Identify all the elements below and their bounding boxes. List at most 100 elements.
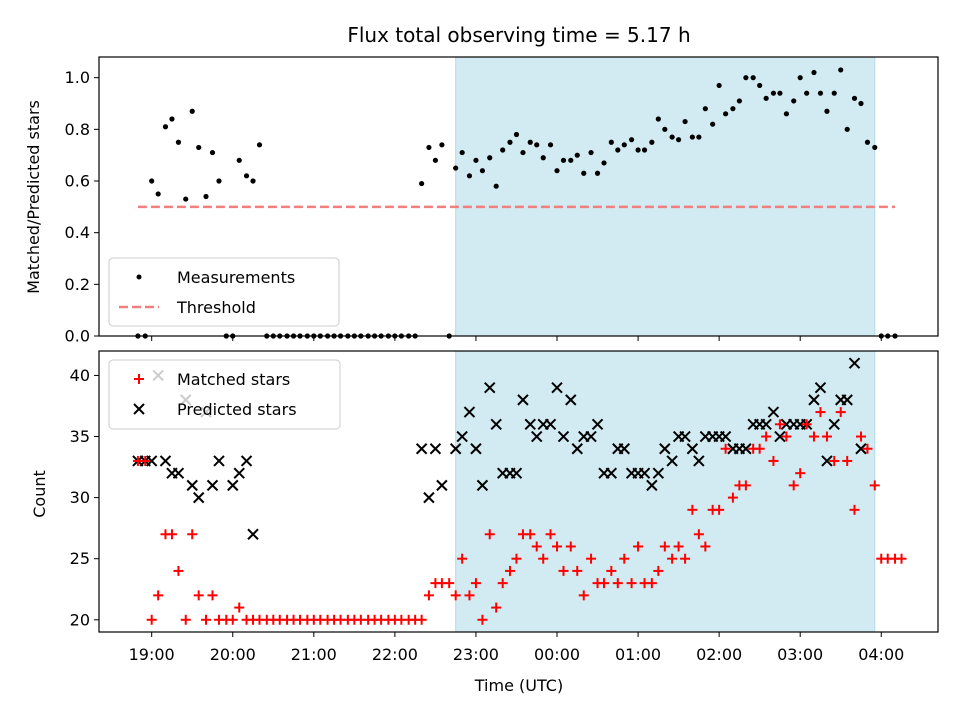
measurement-point — [560, 157, 567, 163]
predicted-x-stroke — [828, 418, 840, 431]
matched-star-point — [829, 455, 840, 466]
measurement-point — [581, 170, 587, 176]
predicted-x-stroke — [638, 467, 651, 479]
predicted-star-point — [463, 406, 476, 418]
predicted-star-point — [233, 467, 245, 479]
predicted-star-point — [821, 455, 833, 467]
predicted-star-point — [659, 443, 671, 455]
predicted-star-point — [206, 479, 219, 492]
predicted-x-stroke — [557, 430, 570, 443]
matched-star-point — [842, 455, 853, 466]
measurement-point — [256, 142, 263, 148]
matched-star-point — [849, 504, 860, 515]
matched-star-point — [774, 419, 785, 430]
bottom-legend-frame — [108, 359, 341, 430]
chart-title: Flux total observing time = 5.17 h — [347, 23, 690, 47]
bottom-y-tick-label: 25 — [70, 549, 90, 568]
measurement-point — [175, 139, 182, 145]
matched-star-point — [653, 565, 664, 576]
measurement-point — [459, 149, 465, 156]
predicted-star-point — [436, 479, 448, 492]
predicted-star-point — [517, 394, 529, 406]
matched-star-point — [477, 614, 488, 625]
matched-star-point — [484, 529, 495, 540]
predicted-star-point — [415, 443, 428, 455]
top-panel: 0.0 0.2 0.4 0.6 0.8 1.0 — [65, 56, 939, 346]
x-tick-label: 02:00 — [696, 645, 742, 664]
predicted-star-point — [227, 479, 239, 492]
predicted-x-stroke — [490, 418, 502, 431]
measurement-point — [527, 139, 533, 145]
top-y-tick-label: 0.4 — [65, 223, 90, 242]
measurement-point — [723, 111, 729, 117]
matched-star-point — [835, 407, 846, 418]
measurement-point — [763, 95, 769, 101]
legend-predicted-marker — [133, 403, 145, 415]
predicted-x-stroke — [247, 528, 259, 540]
top-y-tick-label: 0.0 — [65, 327, 90, 346]
measurement-point — [601, 160, 607, 166]
measurement-point — [851, 95, 858, 101]
measurement-point — [777, 90, 783, 96]
bottom-y-axis-label: Count — [30, 470, 49, 518]
predicted-x-stroke — [415, 443, 428, 455]
matched-star-point — [815, 407, 826, 418]
predicted-x-stroke — [679, 430, 691, 443]
measurement-point — [507, 139, 513, 145]
bottom-observing-span — [455, 350, 876, 633]
matched-star-point — [491, 602, 502, 613]
predicted-star-point — [476, 479, 489, 492]
measurement-point — [736, 98, 742, 104]
predicted-star-point — [240, 455, 253, 467]
matched-star-point — [504, 565, 515, 576]
measurement-point — [574, 152, 580, 158]
measurement-point — [594, 170, 601, 176]
measurement-point — [250, 178, 256, 184]
predicted-star-point — [760, 418, 772, 431]
predicted-x-stroke — [510, 467, 523, 479]
matched-star-point — [525, 529, 536, 540]
matched-star-point — [740, 480, 751, 491]
predicted-star-point — [618, 443, 630, 455]
measurement-point — [473, 157, 479, 163]
legend-measurements-marker — [136, 274, 142, 280]
predicted-x-stroke — [470, 443, 482, 455]
predicted-x-stroke — [233, 467, 245, 479]
predicted-star-point — [193, 491, 205, 504]
matched-star-point — [821, 431, 832, 442]
measurement-point — [797, 75, 803, 81]
predicted-star-point — [719, 430, 732, 443]
matched-star-point — [565, 541, 576, 552]
x-tick-label: 03:00 — [777, 645, 823, 664]
predicted-x-stroke — [206, 479, 219, 492]
predicted-x-stroke — [551, 381, 563, 394]
predicted-star-point — [423, 491, 435, 504]
measurement-point — [641, 147, 648, 153]
predicted-x-stroke — [531, 430, 543, 443]
matched-star-point — [234, 602, 245, 613]
matched-star-point — [687, 504, 698, 515]
bottom-legend: Matched stars Predicted stars — [108, 359, 341, 430]
measurement-point — [689, 134, 695, 140]
predicted-star-point — [571, 443, 583, 455]
matched-star-point — [795, 468, 806, 479]
predicted-star-point — [247, 528, 259, 540]
predicted-x-stroke — [484, 381, 496, 394]
predicted-star-point — [449, 443, 462, 455]
measurement-point — [149, 178, 155, 184]
predicted-star-point — [531, 430, 543, 443]
predicted-star-point — [145, 455, 158, 467]
matched-star-point — [781, 431, 792, 442]
predicted-x-stroke — [605, 467, 618, 479]
predicted-star-point — [429, 443, 442, 455]
matched-star-point — [166, 529, 177, 540]
matched-star-point — [727, 492, 738, 503]
top-y-axis-label: Matched/Predicted stars — [24, 100, 43, 294]
measurement-point — [750, 75, 756, 81]
matched-star-point — [464, 590, 475, 601]
measurement-point — [162, 124, 169, 130]
predicted-x-stroke — [240, 455, 253, 467]
measurement-point — [608, 139, 614, 145]
matched-star-point — [193, 590, 204, 601]
matched-star-point — [153, 590, 164, 601]
